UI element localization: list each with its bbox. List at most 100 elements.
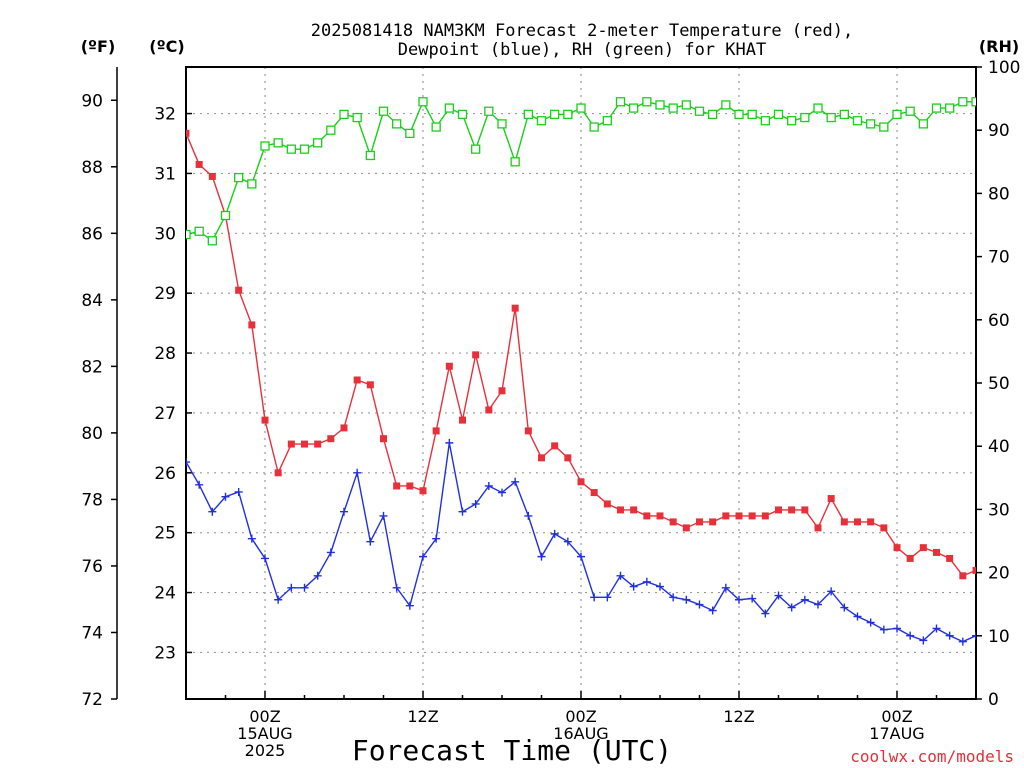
temperature-point — [669, 518, 677, 526]
dewpoint-point — [234, 487, 243, 496]
dewpoint-point — [972, 631, 976, 640]
rh-point — [694, 106, 705, 116]
temperature-point — [775, 506, 782, 514]
temperature-point — [406, 482, 414, 490]
celsius-axis: 23 24 25 26 27 28 29 30 31 32 — [154, 105, 192, 663]
dewpoint-point — [708, 606, 717, 615]
rh-point — [879, 122, 889, 132]
rh-point — [339, 109, 349, 120]
dewpoint-point — [866, 618, 875, 627]
x-tick-label: 16AUG — [553, 724, 608, 743]
temperature-point — [472, 351, 480, 359]
temperature-point — [340, 424, 348, 432]
rh-axis: 0 10 20 30 40 50 60 70 80 90 100 — [976, 58, 1020, 710]
rh-point — [773, 109, 784, 120]
rh-point — [523, 109, 533, 120]
rh-point — [905, 106, 915, 116]
dewpoint-point — [445, 438, 454, 447]
temperature-point — [656, 512, 664, 520]
rh-tick-label: 100 — [988, 58, 1020, 78]
dewpoint-point — [932, 624, 941, 633]
rh-point — [681, 100, 691, 110]
temperature-point — [722, 512, 730, 520]
temperature-point — [854, 518, 861, 526]
c-tick-label: 29 — [154, 284, 176, 304]
series-dewpoint — [186, 438, 976, 646]
dewpoint-point — [511, 477, 520, 486]
c-tick-label: 24 — [154, 584, 176, 604]
temperature-point — [880, 524, 888, 532]
dewpoint-point — [629, 582, 638, 591]
x-tick-label: 12Z — [407, 707, 438, 726]
rh-point — [392, 119, 402, 129]
temperature-point — [511, 304, 519, 312]
c-tick-label: 32 — [154, 105, 176, 125]
dewpoint-point — [524, 511, 533, 520]
temperature-point — [748, 512, 756, 520]
dewpoint-point — [827, 587, 836, 596]
f-tick-label: 74 — [81, 623, 103, 643]
dewpoint-point — [616, 571, 625, 580]
temperature-point — [235, 286, 243, 294]
rh-tick-label: 90 — [988, 121, 1010, 141]
temperature-point — [459, 416, 466, 424]
dewpoint-point — [537, 552, 546, 561]
temperature-point — [485, 406, 493, 414]
temperature-point — [445, 362, 453, 370]
rh-point — [207, 236, 217, 246]
f-tick-label: 78 — [81, 490, 103, 510]
temperature-point — [301, 440, 308, 448]
x-tick-label: 15AUG — [237, 724, 292, 743]
dewpoint-point — [353, 468, 362, 477]
temperature-point — [761, 512, 769, 520]
temperature-point — [195, 160, 203, 168]
rh-tick-label: 70 — [988, 248, 1010, 268]
series-layer — [186, 97, 976, 646]
f-tick-label: 80 — [81, 424, 103, 444]
rh-point — [247, 179, 257, 189]
temperature-point — [630, 506, 638, 514]
rh-point — [931, 103, 942, 113]
temperature-point — [393, 482, 401, 490]
rh-tick-label: 80 — [988, 184, 1010, 204]
x-tick-label: 00Z — [249, 707, 280, 726]
dewpoint-point — [366, 537, 375, 546]
temperature-point — [682, 524, 690, 532]
dewpoint-point — [484, 481, 493, 490]
dewpoint-point — [195, 480, 204, 489]
axes — [116, 66, 977, 700]
rh-tick-label: 0 — [988, 690, 999, 710]
rh-point — [708, 109, 718, 120]
dewpoint-point — [247, 534, 256, 543]
temperature-point — [419, 487, 427, 495]
c-tick-label: 27 — [154, 404, 176, 424]
rh-tick-label: 60 — [988, 311, 1010, 331]
temperature-point — [274, 469, 282, 477]
dewpoint-point — [186, 458, 190, 467]
dewpoint-point — [392, 583, 401, 592]
temperature-point — [801, 506, 809, 514]
f-tick-label: 76 — [81, 557, 103, 577]
rh-tick-label: 40 — [988, 437, 1010, 457]
temperature-point — [919, 544, 927, 552]
rh-point — [220, 210, 231, 221]
dewpoint-point — [603, 593, 612, 602]
rh-point — [536, 116, 547, 126]
rh-point — [234, 172, 244, 183]
rh-point — [760, 116, 770, 126]
rh-point — [615, 97, 626, 107]
rh-point — [497, 119, 507, 129]
dewpoint-point — [774, 591, 783, 600]
rh-tick-label: 10 — [988, 627, 1010, 647]
rh-point — [510, 157, 520, 167]
temperature-point — [933, 548, 940, 556]
dewpoint-point — [656, 582, 664, 591]
temperature-point — [959, 572, 967, 580]
temperature-point — [287, 440, 295, 448]
rh-point — [326, 125, 336, 135]
f-tick-label: 84 — [81, 291, 103, 311]
temperature-point — [432, 427, 440, 435]
series-temperature — [186, 129, 976, 580]
grid-lines — [186, 67, 976, 699]
